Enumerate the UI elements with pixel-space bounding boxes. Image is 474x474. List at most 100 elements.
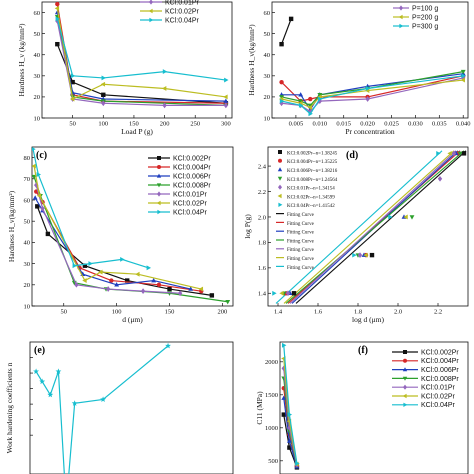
legend-label: KCl:0.008Pr--n=1.24564 [287,178,338,183]
data-point [223,94,228,100]
series-line-1 [36,206,212,296]
panel-letter: (c) [36,150,47,161]
y-tick-label: 50 [34,31,41,38]
y-tick-label: 2.4 [258,163,267,170]
data-point [105,286,111,292]
y-tick-label: 70 [24,176,31,183]
series-line-4 [281,71,464,107]
data-point [279,41,284,47]
series-line-2 [56,4,226,104]
data-point [272,290,277,296]
legend-swatch-marker [278,184,282,190]
legend: P=100 g P=200 g P=300 g [393,5,438,30]
data-point [308,111,313,117]
data-point [388,214,393,220]
data-point [279,290,284,296]
x-tick-label: 50 [60,309,67,316]
data-point [101,92,106,97]
data-point [457,151,463,156]
data-point [307,103,313,108]
data-point [307,105,313,110]
series-line-6 [281,79,464,109]
plot-frame [31,146,234,307]
data-point [55,41,60,47]
legend-swatch-marker [149,17,154,23]
y-tick-label: 1500 [265,392,278,399]
data-layer [54,2,229,109]
legend-label: KCl:0.04Pr--n=1.41542 [287,204,335,209]
data-layer [272,150,467,304]
legend-label: KCl:0.01Pr--n=1.34154 [287,187,335,192]
panel-letter: (d) [346,150,358,161]
data-point [437,175,443,182]
data-point [161,86,167,91]
x-tick-label: 1.8 [354,309,362,316]
x-tick-label: 100 [98,121,108,128]
y-axis-label: Work hardening coefficients n [5,362,14,453]
plot-frame [29,341,234,474]
fit-line-5 [289,150,457,304]
x-tick-label: 0.035 [432,121,447,128]
legend-swatch-marker [278,202,283,207]
data-point [365,96,370,102]
legend-label: KCl:0.02Pr [173,200,208,207]
legend-label: KCl:0.008Pr [173,182,211,189]
y-tick-label: 60 [24,197,31,204]
data-point [308,96,313,102]
legend-label: KCl:0.004Pr--n=1.35225 [287,160,338,165]
panel-letter: (e) [34,345,45,356]
data-point [298,102,304,108]
data-point [285,290,291,297]
data-point [436,150,441,156]
chart-panel-3: 10 20 30 40 50 60 70 80 50 100 150 200 d (μm) Hardnes… [7,146,234,324]
data-layer [32,147,231,305]
legend-label: KCl:0.02Pr--n=1.34599 [287,195,335,200]
legend-label: P=200 g [412,14,438,21]
plot-frame [267,146,469,307]
legend-swatch-marker [403,358,407,363]
data-point [461,151,467,156]
data-point [318,96,323,102]
data-point [281,395,287,400]
legend-swatch-marker [156,200,161,206]
legend-swatch-marker [277,193,282,199]
y-tick-label: 10 [24,303,31,310]
x-tick-label: 0.020 [360,121,375,128]
data-point [288,16,294,22]
y-tick-label: 50 [264,31,271,38]
x-tick-label: 2.2 [434,309,442,316]
data-point [317,93,323,98]
data-point [460,69,466,75]
chart-panel-4: 1.4 1.6 1.8 2.0 2.2 2.4 1.4 1.6 1.8 2.0 2.2 log d (… [243,146,469,324]
legend-label: KCl:0.004Pr [421,358,459,365]
legend-swatch-marker [157,191,161,197]
legend-swatch-marker [157,209,162,215]
data-point [224,77,229,83]
data-point [286,438,292,443]
y-tick-label: 10 [264,115,271,122]
data-point [409,215,415,220]
legend-swatch-marker [402,393,407,399]
data-point [40,205,45,212]
x-tick-label: 0.010 [312,121,327,128]
data-point [279,79,284,85]
data-point [279,95,284,100]
data-point [74,281,79,288]
data-point [165,342,171,349]
x-tick-label: 200 [218,309,228,316]
series-line-2 [281,75,464,102]
legend-swatch-marker [403,350,407,354]
legend-label: KCl:0.008Pr [421,376,459,383]
data-point [162,102,167,109]
legend-label: Fitting Curve [287,266,315,271]
data-point [82,263,88,268]
data-point [295,461,300,466]
y-tick-label: 20 [34,94,41,101]
data-point [287,412,293,418]
x-axis-label: d (μm) [122,315,143,324]
fit-line-4 [285,150,465,304]
legend-swatch-marker [278,158,282,163]
y-tick-label: 60 [34,10,41,17]
